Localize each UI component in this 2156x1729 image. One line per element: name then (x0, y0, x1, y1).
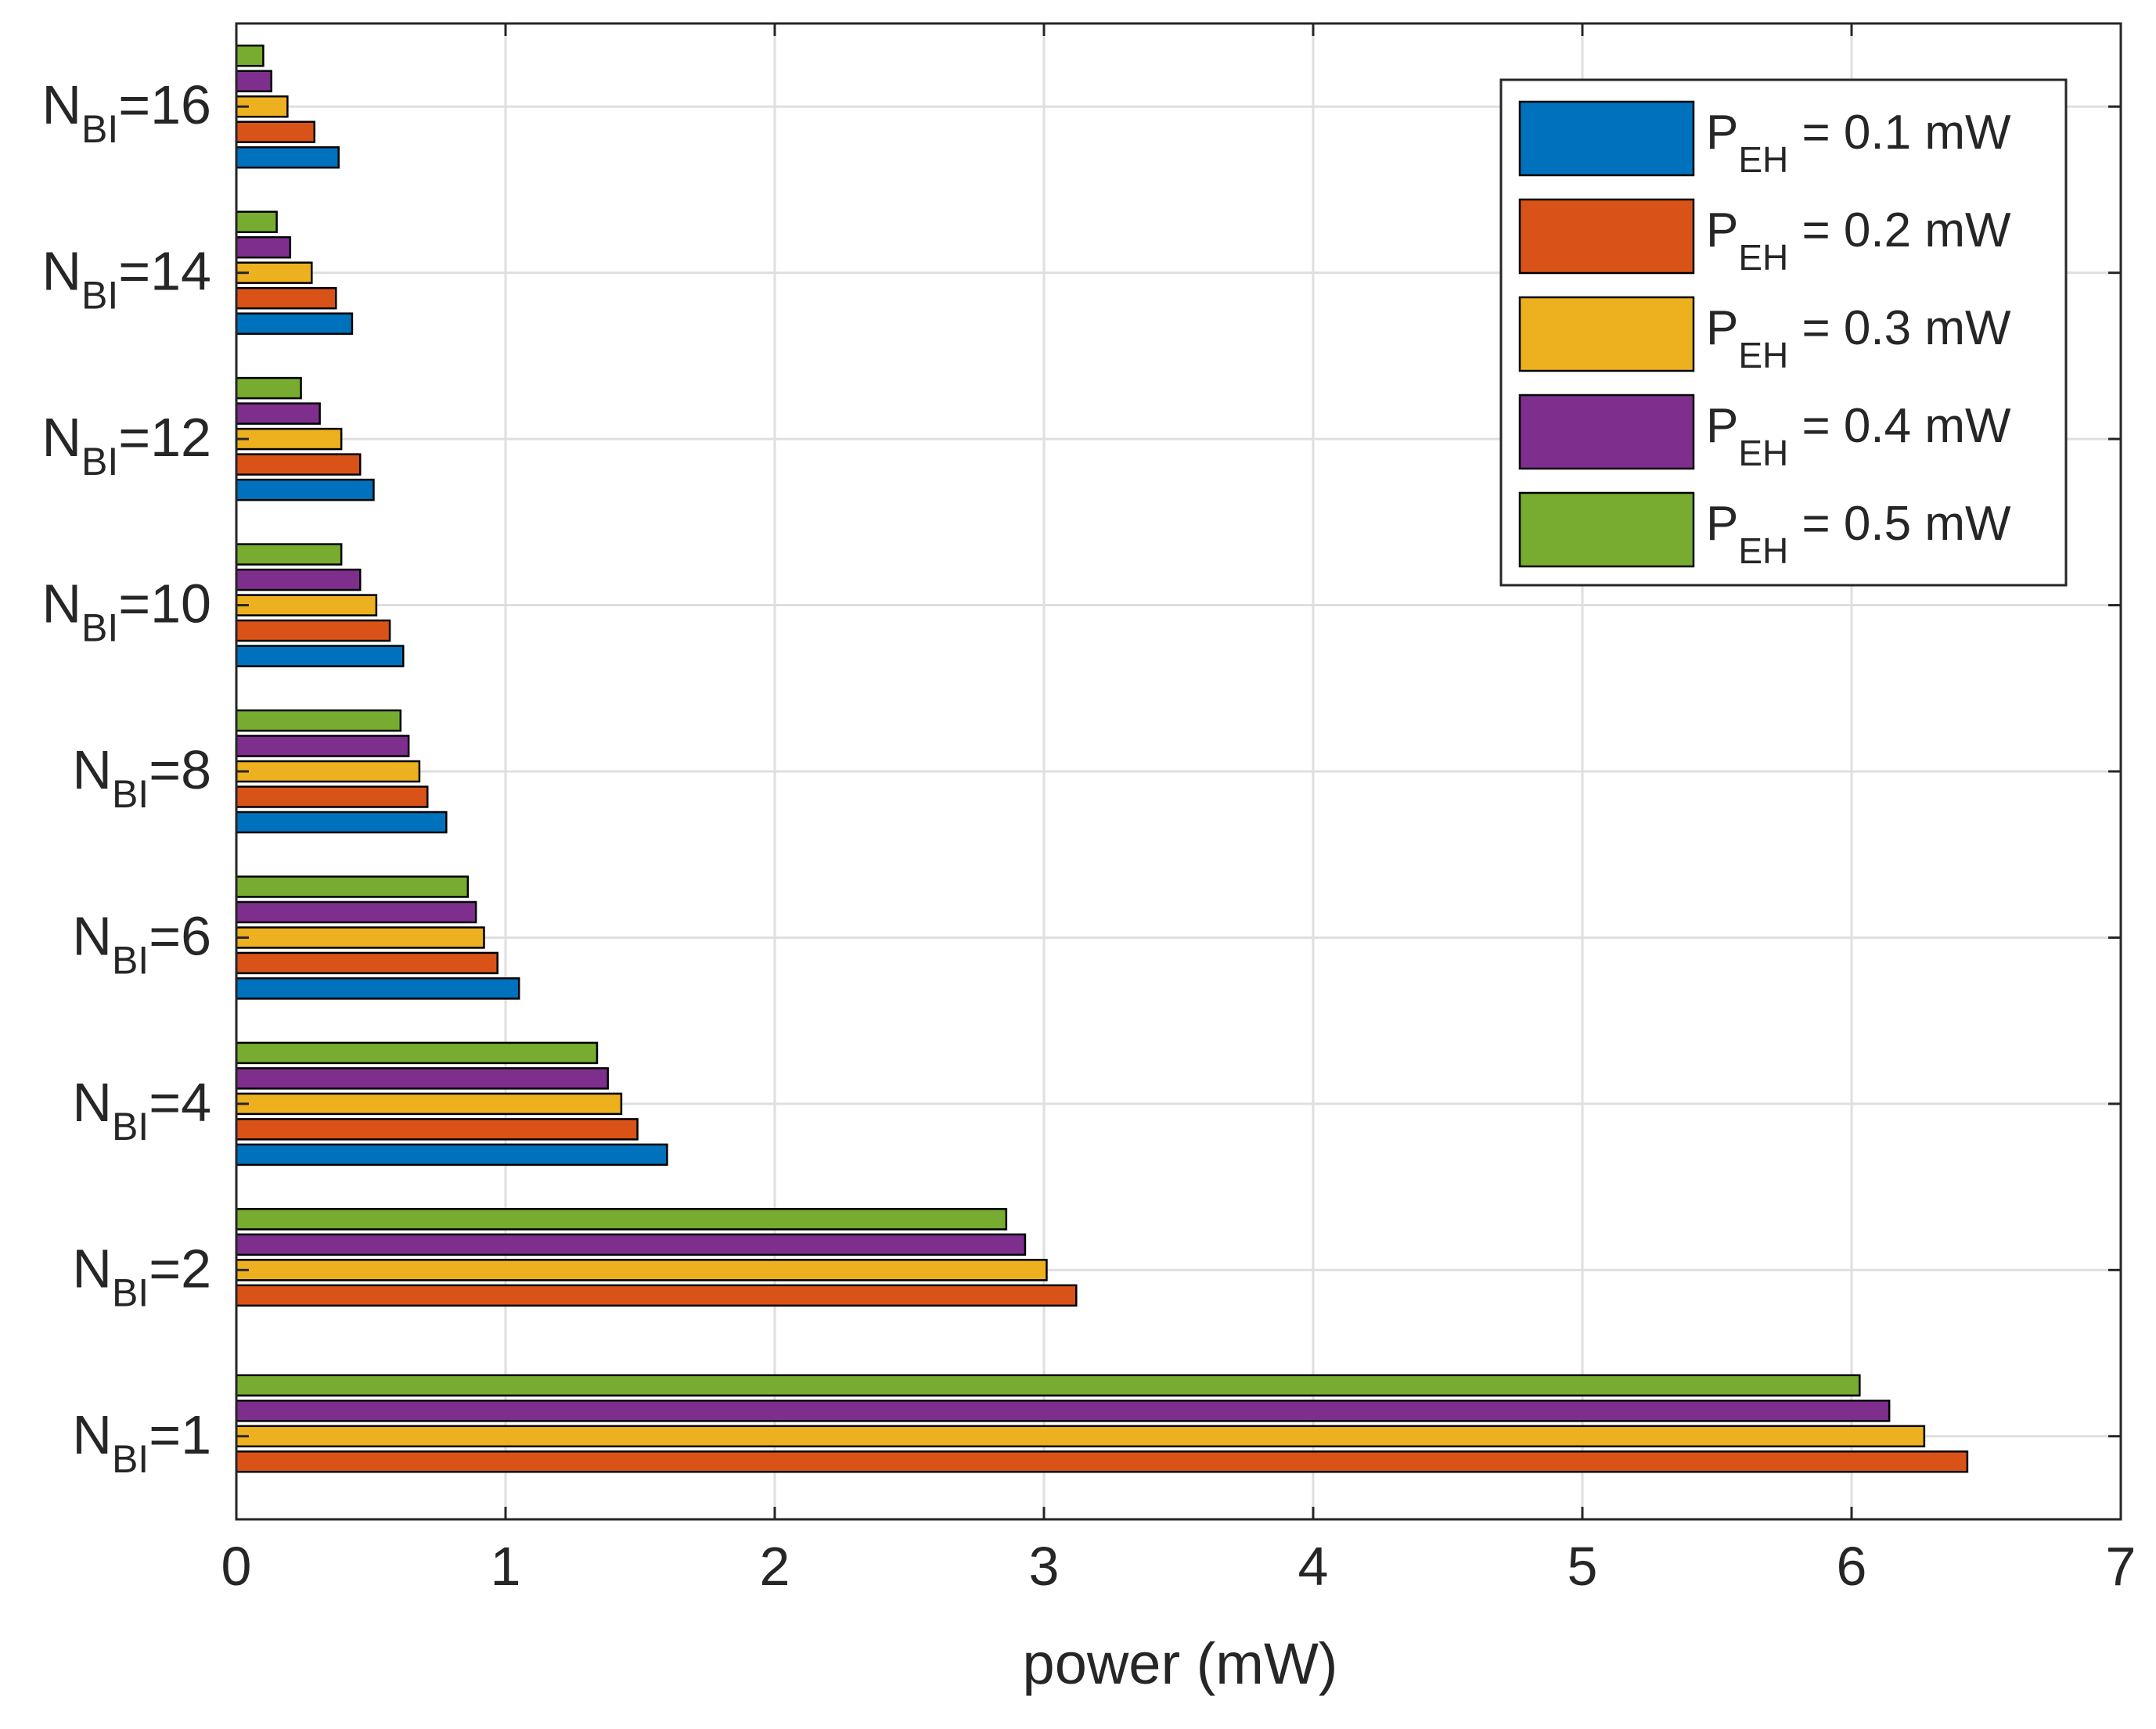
legend-swatch (1518, 394, 1695, 470)
x-tick-label: 1 (491, 1536, 521, 1597)
bar (235, 478, 375, 501)
bar (235, 1208, 1008, 1231)
bar (235, 376, 302, 400)
x-tick-label: 2 (760, 1536, 790, 1597)
y-category-label: NBI=8 (72, 739, 211, 816)
y-category-label: NBI=1 (72, 1404, 211, 1481)
bar (235, 1450, 1969, 1473)
legend-swatch (1518, 491, 1695, 568)
x-tick-label: 0 (221, 1536, 252, 1597)
bar (235, 146, 340, 169)
legend-entry-label: PEH = 0.1 mW (1706, 106, 2011, 180)
x-tick-label: 7 (2106, 1536, 2136, 1597)
bar (235, 1374, 1861, 1397)
bar (235, 1067, 609, 1090)
x-tick-label: 3 (1029, 1536, 1060, 1597)
legend-entry-label: PEH = 0.4 mW (1706, 399, 2011, 473)
bar (235, 235, 292, 259)
bar (235, 286, 337, 310)
bar (235, 811, 448, 834)
legend-swatch (1518, 198, 1695, 275)
y-category-label: NBI=4 (72, 1072, 211, 1148)
bar (235, 210, 278, 233)
x-axis-title: power (mW) (1023, 1631, 1338, 1696)
legend-swatch (1518, 296, 1695, 372)
bar (235, 427, 343, 451)
bar (235, 1425, 1926, 1448)
bar (235, 951, 499, 975)
legend: PEH = 0.1 mW PEH = 0.2 mW PEH = 0.3 mW PEH … (1499, 78, 2068, 587)
bars-layer (235, 44, 1969, 1473)
x-tick-label: 6 (1837, 1536, 1867, 1597)
bar (235, 709, 402, 732)
x-tick-label: 5 (1568, 1536, 1598, 1597)
bar (235, 900, 477, 924)
legend-entry-label: PEH = 0.3 mW (1706, 301, 2011, 376)
bar (235, 568, 362, 591)
bar (235, 312, 354, 335)
bar (235, 1143, 668, 1166)
y-category-label: NBI=14 (41, 241, 211, 318)
x-tick-label: 4 (1298, 1536, 1329, 1597)
bar (235, 594, 378, 616)
bar (235, 760, 421, 783)
legend-entry-label: PEH = 0.2 mW (1706, 203, 2011, 278)
bar (235, 44, 265, 67)
y-category-label: NBI=6 (72, 905, 211, 982)
bar (235, 1259, 1048, 1281)
axes-layer: 0 1 2 3 4 5 6 7 NBI=1 NBI=2 NBI=4 NBI=6 NBI=8 NBI=10 N… (41, 22, 2136, 1597)
bar (235, 1092, 623, 1116)
bar (235, 70, 272, 92)
y-category-label: NBI=10 (41, 573, 211, 650)
bar (235, 977, 520, 1000)
y-category-label: NBI=2 (72, 1238, 211, 1314)
bar (235, 1041, 599, 1065)
bar (235, 619, 391, 642)
bar (235, 875, 470, 898)
bar (235, 1118, 639, 1141)
bar (235, 735, 410, 757)
bar (235, 926, 485, 949)
legend-swatch (1518, 100, 1695, 177)
bar (235, 402, 321, 425)
bar (235, 453, 362, 476)
bar (235, 645, 405, 667)
bar (235, 1400, 1891, 1422)
bar (235, 1233, 1027, 1256)
y-category-label: NBI=16 (41, 74, 211, 151)
bar (235, 1284, 1078, 1307)
bar (235, 785, 429, 808)
y-category-label: NBI=12 (41, 407, 211, 483)
legend-entry-label: PEH = 0.5 mW (1706, 497, 2011, 571)
bar (235, 120, 316, 143)
bar (235, 543, 343, 566)
